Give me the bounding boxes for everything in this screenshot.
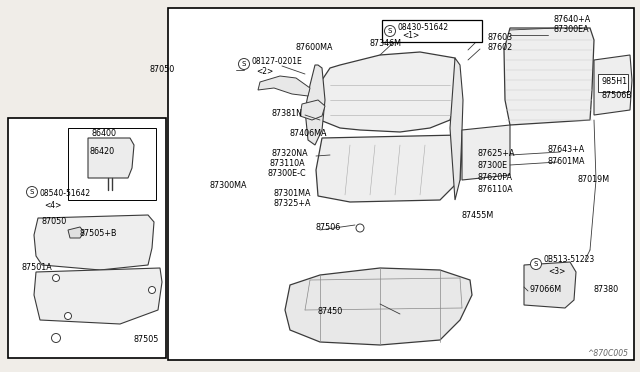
Text: <1>: <1> xyxy=(402,31,419,39)
Text: <3>: <3> xyxy=(548,267,565,276)
Polygon shape xyxy=(34,215,154,270)
Text: 87380: 87380 xyxy=(594,285,619,295)
Text: 0B513-51223: 0B513-51223 xyxy=(544,256,595,264)
Circle shape xyxy=(239,58,250,70)
Polygon shape xyxy=(34,268,162,324)
Text: 87406MA: 87406MA xyxy=(290,128,328,138)
Text: 87640+A: 87640+A xyxy=(553,15,590,23)
Text: 87300EA: 87300EA xyxy=(553,26,589,35)
Bar xyxy=(8,118,166,358)
Text: ^870C005: ^870C005 xyxy=(587,349,628,358)
Text: 87602: 87602 xyxy=(487,44,512,52)
Text: 08430-51642: 08430-51642 xyxy=(398,22,449,32)
Text: S: S xyxy=(242,61,246,67)
Text: 87301MA: 87301MA xyxy=(274,189,312,198)
Text: 86420: 86420 xyxy=(90,148,115,157)
Text: 87501A: 87501A xyxy=(22,263,52,273)
Text: <2>: <2> xyxy=(256,67,273,77)
Text: 876110A: 876110A xyxy=(478,185,514,193)
Text: S: S xyxy=(534,261,538,267)
Bar xyxy=(382,20,482,42)
Text: 87505: 87505 xyxy=(134,336,159,344)
Polygon shape xyxy=(524,262,576,308)
Text: 87450: 87450 xyxy=(318,308,343,317)
Circle shape xyxy=(385,26,396,36)
Circle shape xyxy=(52,275,60,282)
Text: 87506B: 87506B xyxy=(602,90,633,99)
Circle shape xyxy=(65,312,72,320)
Bar xyxy=(598,74,628,92)
Circle shape xyxy=(531,259,541,269)
Text: 873110A: 873110A xyxy=(270,158,306,167)
Text: 87643+A: 87643+A xyxy=(548,145,585,154)
Polygon shape xyxy=(88,138,134,178)
Text: 87300E: 87300E xyxy=(478,160,508,170)
Text: 985H1: 985H1 xyxy=(601,77,627,87)
Text: 87625+A: 87625+A xyxy=(478,148,515,157)
Text: 87505+B: 87505+B xyxy=(80,228,118,237)
Text: 87600MA: 87600MA xyxy=(295,44,333,52)
Text: 87300MA: 87300MA xyxy=(210,180,248,189)
Text: 87050: 87050 xyxy=(150,65,175,74)
Circle shape xyxy=(356,224,364,232)
Text: 87381N: 87381N xyxy=(272,109,303,119)
Text: 87455M: 87455M xyxy=(462,211,494,219)
Bar xyxy=(68,128,156,200)
Polygon shape xyxy=(594,55,632,115)
Polygon shape xyxy=(300,100,325,120)
Polygon shape xyxy=(450,58,463,200)
Text: 87601MA: 87601MA xyxy=(548,157,586,166)
Text: 87325+A: 87325+A xyxy=(274,199,312,208)
Text: 87019M: 87019M xyxy=(578,176,610,185)
Text: 87620PA: 87620PA xyxy=(478,173,513,182)
Text: 87506: 87506 xyxy=(315,222,340,231)
Circle shape xyxy=(148,286,156,294)
Polygon shape xyxy=(318,52,458,132)
Text: 08127-0201E: 08127-0201E xyxy=(252,58,303,67)
Polygon shape xyxy=(316,135,462,202)
Polygon shape xyxy=(305,65,325,145)
Text: 87603: 87603 xyxy=(487,32,512,42)
Polygon shape xyxy=(258,76,310,96)
Circle shape xyxy=(26,186,38,198)
Text: S: S xyxy=(388,28,392,34)
Text: 87346M: 87346M xyxy=(370,38,402,48)
Text: 87300E-C: 87300E-C xyxy=(268,169,307,177)
Text: <4>: <4> xyxy=(44,202,61,211)
Bar xyxy=(168,8,634,360)
Polygon shape xyxy=(285,268,472,345)
Polygon shape xyxy=(504,28,594,125)
Text: 87050: 87050 xyxy=(42,217,67,225)
Circle shape xyxy=(51,334,61,343)
Text: 87320NA: 87320NA xyxy=(272,148,308,157)
Polygon shape xyxy=(68,227,84,238)
Text: 97066M: 97066M xyxy=(530,285,562,294)
Polygon shape xyxy=(462,125,510,180)
Text: 08540-51642: 08540-51642 xyxy=(40,189,91,199)
Text: S: S xyxy=(30,189,34,195)
Text: 86400: 86400 xyxy=(92,128,117,138)
